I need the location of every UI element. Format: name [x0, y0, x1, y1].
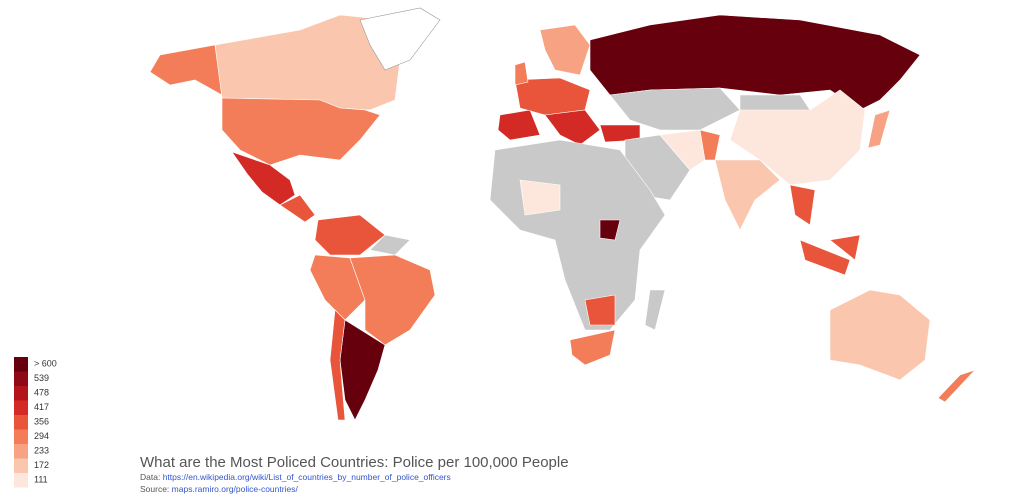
country [729, 89, 866, 186]
country [714, 159, 781, 231]
source-label: Source: [140, 484, 169, 494]
data-label: Data: [140, 472, 160, 482]
countries [149, 7, 976, 421]
country [329, 309, 346, 421]
legend-label: 417 [34, 402, 49, 412]
legend-swatch [14, 357, 28, 372]
country [829, 289, 931, 381]
country [231, 151, 296, 206]
country [829, 234, 861, 261]
country [599, 219, 621, 241]
country [279, 194, 316, 223]
map-title: What are the Most Policed Countries: Pol… [140, 454, 569, 471]
country [349, 254, 436, 346]
legend-swatch [14, 429, 28, 444]
legend-swatch [14, 371, 28, 386]
country [514, 61, 529, 86]
legend-swatch [14, 444, 28, 459]
legend-label: > 600 [34, 359, 57, 369]
country [497, 109, 541, 141]
legend-label: 111 [34, 475, 48, 485]
country [514, 77, 591, 116]
country [584, 294, 616, 326]
legend-label: 478 [34, 388, 49, 398]
country [519, 179, 561, 216]
legend: > 600 539 478 417 356 294 233 172 111 [14, 357, 57, 488]
country [799, 239, 851, 276]
legend-label: 294 [34, 431, 49, 441]
legend-swatch [14, 415, 28, 430]
legend-swatch [14, 400, 28, 415]
country [149, 44, 223, 96]
legend-label: 539 [34, 373, 49, 383]
country [314, 214, 386, 256]
country [644, 289, 666, 331]
legend-swatch [14, 473, 28, 488]
legend-swatch [14, 458, 28, 473]
country [359, 7, 441, 71]
country [539, 24, 591, 76]
country [609, 87, 741, 131]
legend-swatch [14, 386, 28, 401]
legend-label: 233 [34, 446, 49, 456]
data-source: Data: https://en.wikipedia.org/wiki/List… [140, 472, 451, 482]
legend-label: 356 [34, 417, 49, 427]
country [867, 109, 891, 149]
source: Source: maps.ramiro.org/police-countries… [140, 484, 298, 494]
country [544, 109, 601, 146]
country [937, 369, 976, 403]
country [221, 97, 381, 166]
country [569, 329, 616, 366]
source-link[interactable]: maps.ramiro.org/police-countries/ [172, 484, 299, 494]
legend-label: 172 [34, 460, 49, 470]
country [789, 184, 816, 226]
data-link[interactable]: https://en.wikipedia.org/wiki/List_of_co… [163, 472, 451, 482]
